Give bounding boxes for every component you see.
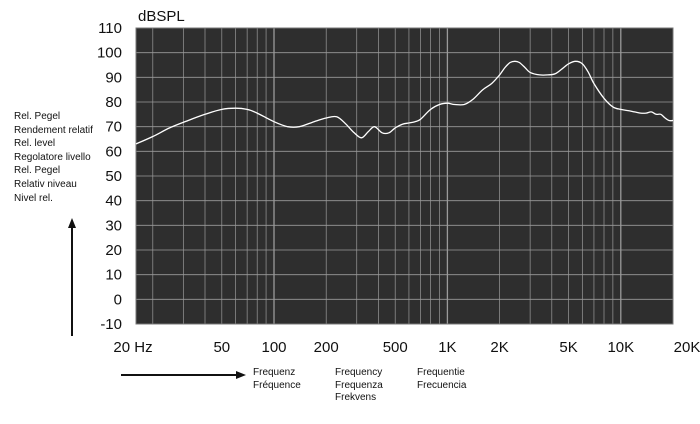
y-tick-label: 100 — [97, 45, 122, 62]
y-tick-label: 30 — [105, 217, 122, 234]
x-axis-label-group: Frequentie Frecuencia — [417, 367, 466, 392]
x-tick-label: 2K — [490, 339, 508, 356]
y-tick-label: 90 — [105, 69, 122, 86]
y-tick-label: 70 — [105, 119, 122, 136]
x-tick-label: 500 — [383, 339, 408, 356]
y-axis-label: Rel. Pegel — [14, 165, 61, 177]
x-axis-label-group: Frequency Frequenza Frekvens — [335, 367, 383, 405]
x-axis-label: Frecuencia — [417, 379, 467, 391]
y-tick-label: 0 — [114, 291, 122, 308]
x-tick-label: 5K — [559, 339, 577, 356]
x-tick-label: 20K — [674, 339, 700, 356]
x-axis-arrow — [121, 371, 246, 379]
y-tick-label: 20 — [105, 242, 122, 259]
x-axis-label: Fréquence — [253, 379, 301, 391]
x-axis-label: Frequentie — [417, 367, 465, 378]
x-tick-label: 200 — [314, 339, 339, 356]
y-axis-label: Rel. level — [14, 138, 56, 150]
x-tick-label: 20 Hz — [113, 339, 152, 356]
y-axis-label: Rendement relatif — [14, 124, 93, 136]
y-tick-label: 50 — [105, 168, 122, 185]
plot-frame — [135, 27, 674, 325]
y-axis-label-list: Rel. Pegel Rendement relatif Rel. level … — [14, 110, 93, 205]
y-axis-arrow — [68, 218, 76, 336]
y-axis-label: Rel. Pegel — [14, 111, 61, 122]
y-tick-label: 10 — [105, 267, 122, 284]
x-axis-label: Frequenza — [335, 379, 383, 391]
y-tick-label: 60 — [105, 143, 122, 160]
x-tick-label: 100 — [261, 339, 286, 356]
x-axis-label: Frekvens — [335, 392, 377, 403]
y-tick-label: 80 — [105, 94, 122, 111]
y-axis-label: Regolatore livello — [14, 151, 91, 163]
unit-label: dBSPL — [138, 8, 185, 25]
x-tick-label: 1K — [438, 339, 456, 356]
y-axis-label: Relativ niveau — [14, 178, 77, 190]
x-tick-label: 50 — [213, 339, 230, 356]
response-curve — [135, 60, 674, 145]
y-axis-label: Nivel rel. — [14, 192, 53, 204]
grid — [135, 27, 674, 325]
x-axis-label-group: Frequenz Fréquence — [253, 367, 301, 392]
x-tick-labels: 20 Hz 50 100 200 500 1K 2K 5K 10K 20K — [113, 339, 700, 356]
y-tick-label: -10 — [100, 316, 122, 333]
y-tick-label: 40 — [105, 193, 122, 210]
x-axis-label: Frequency — [335, 367, 383, 378]
y-tick-label: 110 — [98, 20, 122, 37]
x-axis-label: Frequenz — [253, 367, 296, 378]
x-tick-label: 10K — [607, 339, 634, 356]
